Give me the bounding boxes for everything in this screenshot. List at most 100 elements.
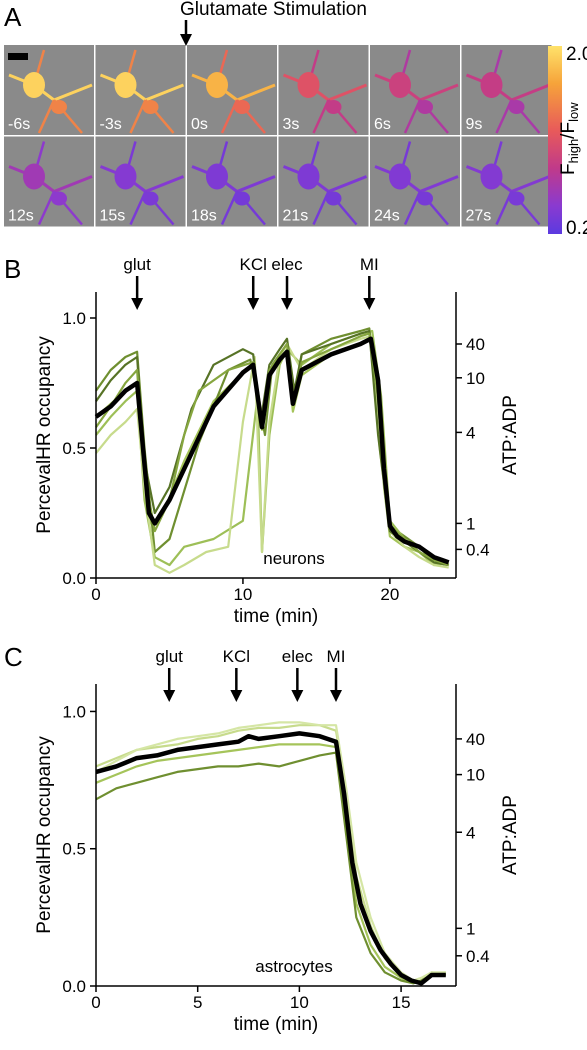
- x-tick-label: 0: [91, 993, 100, 1012]
- frame-time-label: 18s: [191, 208, 217, 225]
- event-label: KCl: [240, 255, 267, 274]
- cell-body: [23, 163, 45, 190]
- event-arrow-head: [163, 690, 176, 702]
- panel-c-letter: C: [4, 642, 23, 672]
- right-tick-label: 10: [466, 369, 485, 388]
- right-tick-label: 10: [466, 766, 485, 785]
- cell-body: [480, 163, 503, 190]
- cell-body: [206, 163, 228, 190]
- frame-time-label: 3s: [283, 116, 300, 133]
- cell-body: [297, 72, 320, 98]
- right-tick-label: 1: [466, 514, 475, 533]
- right-tick-label: 0.4: [466, 540, 490, 559]
- scale-bar: [8, 53, 28, 60]
- event-label: elec: [271, 255, 303, 274]
- cell-body: [234, 100, 250, 114]
- stimulus-arrow-head: [180, 34, 192, 46]
- neurite: [191, 73, 276, 102]
- cell-body: [114, 163, 137, 190]
- y-tick-label: 0.5: [62, 439, 86, 458]
- mean-trace: [95, 731, 446, 986]
- y-tick-label: 1.0: [62, 702, 86, 721]
- cell-body: [297, 163, 320, 190]
- neurite: [282, 73, 368, 102]
- event-label: MI: [327, 647, 346, 666]
- stimulus-label: Glutamate Stimulation: [180, 0, 367, 20]
- neurite: [8, 73, 93, 102]
- x-axis-label: time (min): [234, 1014, 318, 1035]
- cell-body: [142, 100, 159, 114]
- event-arrow-head: [281, 298, 294, 310]
- cell-body: [389, 72, 411, 98]
- event-arrow-head: [291, 690, 304, 702]
- colorbar-max: 2.0: [566, 44, 587, 65]
- cell-body: [325, 100, 342, 114]
- frame-time-label: 12s: [8, 208, 34, 225]
- frame-time-label: 6s: [374, 116, 391, 133]
- frame-time-label: 0s: [191, 116, 208, 133]
- neurite: [282, 165, 368, 194]
- cell-body: [389, 163, 411, 190]
- cell-trace: [95, 751, 446, 985]
- cell-type-annotation: astrocytes: [255, 957, 332, 976]
- frame-time-label: 21s: [283, 208, 309, 225]
- x-tick-label: 0: [91, 585, 100, 604]
- x-tick-label: 20: [380, 585, 399, 604]
- cell-body: [51, 100, 67, 114]
- frame-time-label: 15s: [100, 208, 126, 225]
- right-tick-label: 40: [466, 335, 485, 354]
- cell-body: [206, 72, 228, 98]
- cell-body: [508, 100, 525, 114]
- right-tick-label: 40: [466, 730, 485, 749]
- cell-body: [114, 72, 137, 98]
- y-tick-label: 0.5: [62, 840, 86, 859]
- event-arrow-head: [230, 690, 243, 702]
- cell-body: [325, 191, 342, 206]
- colorbar: [548, 46, 562, 234]
- chart-neurons: 0 10 20 0.0 0.5 1.0 40 10 4 1 0.4 time (min) Perceva…: [34, 255, 521, 627]
- right-tick-label: 4: [466, 423, 475, 442]
- right-tick-label: 4: [466, 823, 475, 842]
- event-arrow-head: [330, 690, 342, 702]
- neurite: [99, 165, 185, 194]
- cell-body: [142, 191, 159, 206]
- cell-body: [480, 72, 503, 98]
- chart-astrocytes: 0 5 10 15 0.0 0.5 1.0 40 10 4 1 0.4 time (min) Percev…: [34, 647, 521, 1035]
- cell-body: [23, 72, 45, 98]
- y-axis-label: PercevalHR occupancy: [34, 336, 55, 534]
- frame-time-label: -3s: [100, 116, 122, 133]
- event-label: MI: [360, 255, 379, 274]
- cell-body: [417, 191, 433, 206]
- colorbar-min: 0.2: [566, 218, 587, 239]
- neurite: [465, 73, 551, 102]
- event-arrow-head: [131, 298, 144, 310]
- x-tick-label: 10: [233, 585, 252, 604]
- event-arrow-head: [363, 298, 376, 310]
- neurite: [99, 73, 185, 102]
- cell-body: [508, 191, 525, 206]
- x-tick-label: 5: [193, 993, 202, 1012]
- event-arrow-head: [247, 298, 260, 310]
- cell-body: [234, 191, 250, 206]
- right-tick-label: 1: [466, 919, 475, 938]
- image-tile-grid: -6s -3s 0s 3s 6s 9s 12s 15s 18s 21s 24s 27s: [4, 45, 552, 227]
- y-tick-label: 0.0: [62, 977, 86, 996]
- mean-trace: [94, 336, 450, 565]
- neurite: [374, 73, 459, 102]
- frame-time-label: 24s: [374, 208, 400, 225]
- x-axis-label: time (min): [234, 606, 318, 627]
- frame-time-label: -6s: [8, 116, 30, 133]
- cell-body: [417, 100, 433, 114]
- x-tick-label: 15: [392, 993, 411, 1012]
- event-label: elec: [282, 647, 314, 666]
- right-axis-label: ATP:ADP: [500, 395, 521, 475]
- frame-time-label: 27s: [466, 208, 492, 225]
- neurite: [465, 165, 551, 194]
- colorbar-label: Fhigh/Flow: [558, 102, 581, 175]
- cell-type-annotation: neurons: [263, 549, 324, 568]
- neurite: [8, 165, 93, 194]
- event-label: glut: [156, 647, 184, 666]
- y-tick-label: 1.0: [62, 309, 86, 328]
- neurite: [191, 165, 276, 194]
